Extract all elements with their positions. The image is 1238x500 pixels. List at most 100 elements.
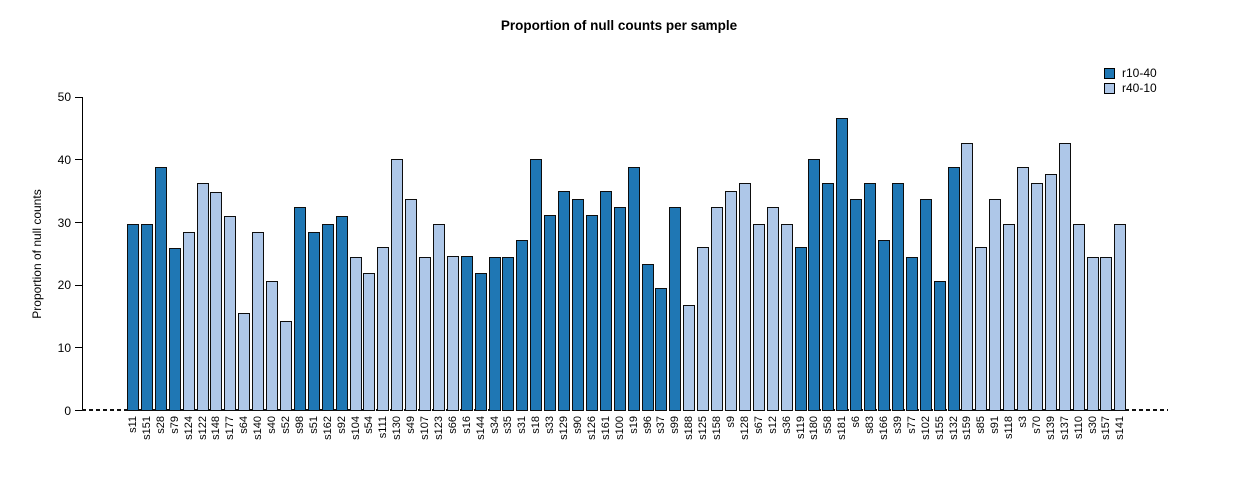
bar-s37 <box>655 287 667 411</box>
x-label-s33: s33 <box>544 416 556 434</box>
bar-s91 <box>989 198 1001 411</box>
x-label-s166: s166 <box>878 416 890 440</box>
bar-s11 <box>127 223 139 411</box>
chart-title: Proportion of null counts per sample <box>500 18 738 33</box>
bar-s64 <box>238 312 250 411</box>
legend-swatch-r10-40 <box>1104 67 1115 79</box>
x-label-s92: s92 <box>336 416 348 434</box>
bar-s49 <box>405 198 417 411</box>
bar-s92 <box>336 215 348 411</box>
bar-s141 <box>1114 223 1126 411</box>
bar-s107 <box>419 256 431 411</box>
y-tick-20 <box>75 284 82 286</box>
x-label-s64: s64 <box>238 416 250 434</box>
x-label-s3: s3 <box>1017 416 1029 428</box>
x-label-s49: s49 <box>405 416 417 434</box>
x-label-s16: s16 <box>461 416 473 434</box>
y-tick-10 <box>75 347 82 349</box>
x-label-s11: s11 <box>127 416 139 433</box>
bar-s52 <box>280 320 292 411</box>
x-label-s91: s91 <box>989 416 1001 434</box>
bar-s155 <box>934 280 946 411</box>
bar-s16 <box>461 255 473 411</box>
x-label-s99: s99 <box>669 416 681 434</box>
bar-s144 <box>475 272 487 411</box>
bar-s110 <box>1073 223 1085 411</box>
bar-s166 <box>878 239 890 411</box>
bar-s66 <box>447 255 459 411</box>
bar-s96 <box>642 263 654 411</box>
bar-s151 <box>141 223 153 411</box>
bar-s67 <box>753 223 765 411</box>
bar-s123 <box>433 223 445 411</box>
bar-s77 <box>906 256 918 411</box>
bar-s188 <box>683 304 695 411</box>
bar-s35 <box>502 256 514 411</box>
x-label-s111: s111 <box>377 416 389 439</box>
x-label-s122: s122 <box>197 416 209 440</box>
legend-label-r40-10: r40-10 <box>1122 81 1157 95</box>
x-label-s31: s31 <box>516 416 528 434</box>
x-label-s28: s28 <box>155 416 167 434</box>
bar-s83 <box>864 182 876 411</box>
x-label-s58: s58 <box>822 416 834 434</box>
bar-s54 <box>363 272 375 411</box>
x-label-s66: s66 <box>447 416 459 434</box>
bar-s126 <box>586 214 598 411</box>
bar-s125 <box>697 246 709 411</box>
bar-s85 <box>975 246 987 411</box>
x-label-s35: s35 <box>502 416 514 434</box>
y-tick-label-10: 10 <box>57 340 71 355</box>
bar-s90 <box>572 198 584 411</box>
x-label-s155: s155 <box>934 416 946 440</box>
bar-s161 <box>600 190 612 411</box>
legend-label-r10-40: r10-40 <box>1122 66 1157 80</box>
bar-s129 <box>558 190 570 411</box>
x-label-s12: s12 <box>767 416 779 434</box>
x-label-s30: s30 <box>1087 416 1099 434</box>
x-label-s100: s100 <box>614 416 626 440</box>
x-label-s102: s102 <box>920 416 932 440</box>
chart-legend: r10-40 r40-10 <box>1104 66 1157 96</box>
x-label-s110: s110 <box>1073 416 1085 440</box>
bar-s100 <box>614 206 626 411</box>
x-label-s107: s107 <box>419 416 431 440</box>
legend-item-r40-10: r40-10 <box>1104 81 1157 95</box>
bar-s102 <box>920 198 932 411</box>
bar-s122 <box>197 182 209 411</box>
bar-s34 <box>489 256 501 411</box>
x-label-s151: s151 <box>141 416 153 440</box>
x-label-s132: s132 <box>948 416 960 440</box>
y-tick-label-30: 30 <box>57 215 71 230</box>
bar-s137 <box>1059 142 1071 411</box>
x-label-s140: s140 <box>252 416 264 440</box>
bar-s119 <box>795 246 807 411</box>
bar-s99 <box>669 206 681 411</box>
x-label-s162: s162 <box>322 416 334 440</box>
x-label-s123: s123 <box>433 416 445 440</box>
x-label-s157: s157 <box>1100 416 1112 440</box>
y-tick-40 <box>75 159 82 161</box>
y-tick-label-20: 20 <box>57 278 71 293</box>
bar-s58 <box>822 182 834 411</box>
bar-s104 <box>350 256 362 411</box>
bar-s19 <box>628 166 640 411</box>
bar-s159 <box>961 142 973 411</box>
x-label-s139: s139 <box>1045 416 1057 440</box>
bar-s28 <box>155 166 167 411</box>
bar-s3 <box>1017 166 1029 411</box>
legend-item-r10-40: r10-40 <box>1104 66 1157 80</box>
x-label-s158: s158 <box>711 416 723 440</box>
x-label-s9: s9 <box>725 416 737 428</box>
x-label-s70: s70 <box>1031 416 1043 434</box>
bar-s140 <box>252 231 264 411</box>
x-label-s177: s177 <box>224 416 236 440</box>
x-label-s188: s188 <box>683 416 695 440</box>
x-label-s79: s79 <box>169 416 181 434</box>
bar-s124 <box>183 231 195 411</box>
bar-s33 <box>544 214 556 411</box>
bar-s177 <box>224 215 236 411</box>
x-label-s129: s129 <box>558 416 570 440</box>
bar-s51 <box>308 231 320 411</box>
